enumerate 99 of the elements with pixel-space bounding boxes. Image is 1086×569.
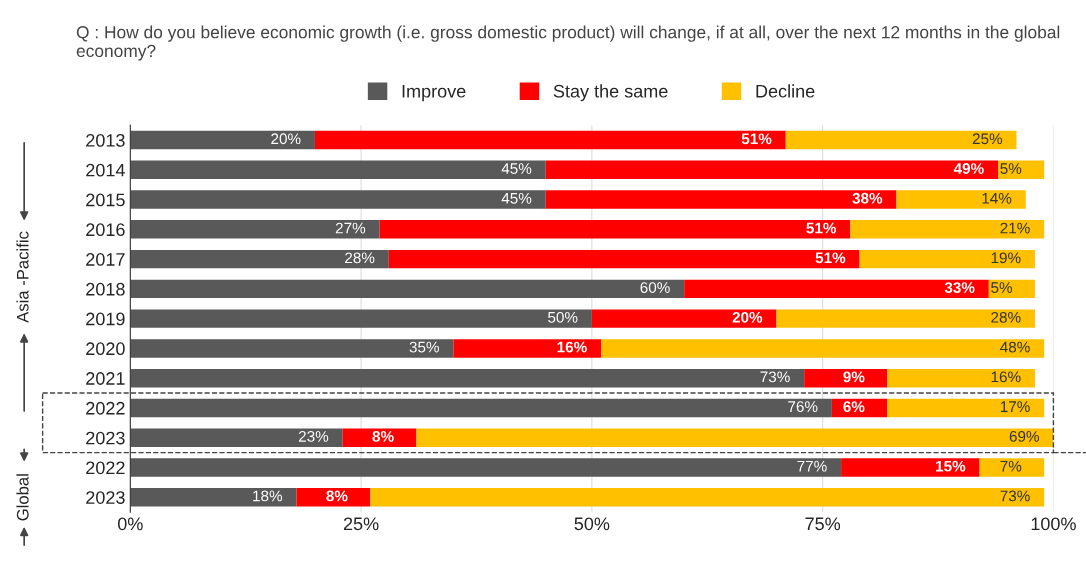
y-tick-label: 2015 bbox=[86, 193, 125, 207]
bar bbox=[887, 368, 1035, 388]
x-tick-label: 0% bbox=[117, 517, 143, 531]
bar bbox=[130, 368, 805, 388]
y-tick-label: 2017 bbox=[86, 253, 125, 266]
y-tick-label: 2014 bbox=[86, 163, 125, 177]
data-label: 38% bbox=[852, 192, 883, 204]
data-label: 60% bbox=[640, 282, 670, 293]
x-tick-label: 25% bbox=[343, 517, 379, 531]
y-tick-label: 2021 bbox=[86, 372, 125, 385]
y-tick-label: 2019 bbox=[86, 312, 125, 326]
data-label: 28% bbox=[345, 252, 375, 264]
bar bbox=[591, 309, 777, 328]
bar bbox=[130, 458, 842, 477]
data-label: 27% bbox=[335, 222, 366, 234]
text: Asia -Pacific bbox=[16, 231, 29, 323]
data-label: 69% bbox=[1009, 430, 1040, 442]
y-tick-label: 2022 bbox=[86, 461, 125, 475]
data-label: 51% bbox=[741, 133, 772, 145]
bar bbox=[130, 487, 297, 507]
bar bbox=[379, 220, 851, 239]
data-label: 5% bbox=[1000, 163, 1022, 174]
data-label: 17% bbox=[1000, 401, 1030, 412]
y-tick-label: 2023 bbox=[86, 491, 125, 504]
legend-label: Improve bbox=[402, 85, 466, 102]
data-label: 51% bbox=[815, 252, 846, 264]
bar bbox=[804, 368, 888, 388]
data-label: 76% bbox=[788, 401, 818, 413]
x-tick-label: 50% bbox=[574, 517, 610, 531]
x-tick-label: 75% bbox=[805, 517, 841, 531]
data-label: 7% bbox=[1000, 460, 1022, 472]
bar bbox=[130, 190, 546, 209]
bar bbox=[130, 130, 315, 150]
data-label: 49% bbox=[953, 163, 984, 174]
data-label: 28% bbox=[991, 311, 1021, 323]
x-tick-label: 100% bbox=[1031, 517, 1076, 531]
legend-label: Decline bbox=[756, 84, 815, 98]
bar bbox=[314, 130, 786, 150]
bar bbox=[130, 279, 685, 299]
data-label: 51% bbox=[806, 222, 837, 234]
data-label: 23% bbox=[298, 430, 329, 442]
y-tick-label: 2013 bbox=[86, 134, 125, 147]
bar bbox=[130, 339, 454, 358]
data-label: 14% bbox=[982, 192, 1012, 204]
y-tick-label: 2018 bbox=[86, 282, 125, 296]
text: Global bbox=[16, 474, 29, 521]
bar bbox=[453, 339, 602, 358]
bar bbox=[979, 458, 1045, 477]
bar bbox=[370, 487, 1045, 507]
data-label: 19% bbox=[991, 252, 1021, 264]
data-label: 16% bbox=[557, 341, 587, 353]
bar bbox=[601, 339, 1045, 358]
data-label: 35% bbox=[409, 341, 439, 353]
bar bbox=[130, 249, 389, 269]
data-label: 6% bbox=[843, 401, 865, 413]
data-label: 9% bbox=[843, 371, 865, 383]
legend-label: Stay the same bbox=[553, 84, 668, 102]
bar bbox=[342, 428, 417, 447]
data-label: 16% bbox=[991, 371, 1021, 383]
data-label: 73% bbox=[1000, 490, 1030, 502]
data-label: 73% bbox=[760, 371, 790, 383]
bar bbox=[684, 279, 989, 299]
data-label: 25% bbox=[972, 133, 1003, 145]
y-tick-label: 2023 bbox=[86, 431, 125, 445]
data-label: 21% bbox=[1000, 222, 1030, 234]
bar bbox=[388, 249, 860, 269]
y-tick-label: 2016 bbox=[86, 223, 125, 237]
data-label: 48% bbox=[1000, 341, 1030, 353]
bar bbox=[776, 309, 1035, 328]
bar bbox=[545, 160, 999, 180]
bar bbox=[130, 220, 380, 239]
bar bbox=[841, 458, 980, 477]
data-label: 20% bbox=[271, 133, 301, 145]
bar bbox=[130, 398, 832, 418]
bar bbox=[887, 398, 1045, 418]
bar bbox=[130, 309, 592, 328]
data-label: 5% bbox=[991, 282, 1013, 293]
bar bbox=[130, 428, 343, 447]
bar bbox=[859, 249, 1035, 269]
data-label: 18% bbox=[253, 490, 283, 502]
data-label: 20% bbox=[732, 311, 763, 323]
bar bbox=[130, 160, 546, 180]
y-tick-label: 2020 bbox=[86, 342, 125, 356]
bar bbox=[416, 428, 1054, 447]
bar bbox=[785, 130, 1017, 150]
data-label: 8% bbox=[372, 430, 394, 442]
data-label: 33% bbox=[944, 282, 975, 293]
data-label: 77% bbox=[797, 460, 827, 472]
data-label: 45% bbox=[501, 163, 532, 174]
bar bbox=[850, 220, 1045, 239]
data-label: 50% bbox=[548, 311, 578, 323]
data-label: 8% bbox=[326, 490, 348, 502]
bar bbox=[545, 190, 897, 209]
chart-title: Q : How do you believe economic growth (i.e. gross domestic product) will change, if at all, over the next 12 months in the global economy? bbox=[76, 25, 1060, 61]
bar bbox=[896, 190, 1026, 209]
data-label: 45% bbox=[501, 192, 532, 204]
y-tick-label: 2022 bbox=[86, 401, 125, 415]
data-label: 15% bbox=[936, 460, 966, 472]
bar bbox=[296, 487, 371, 507]
